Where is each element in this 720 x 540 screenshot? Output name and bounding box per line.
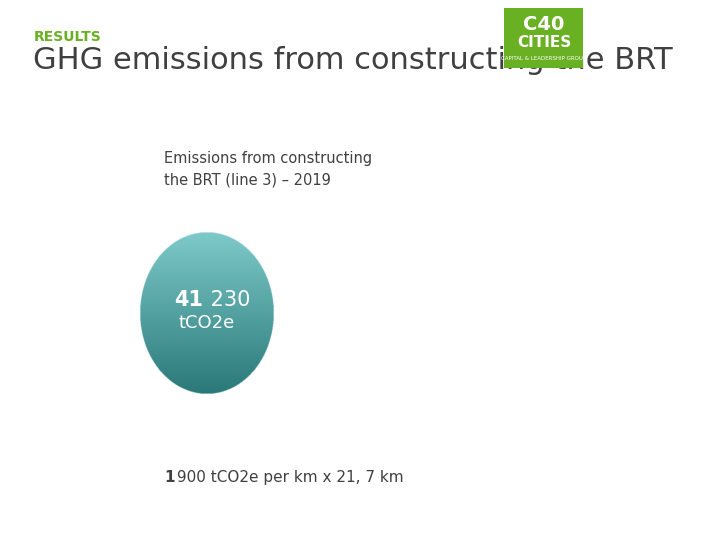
Text: 41: 41: [174, 289, 204, 310]
Text: 900 tCO2e per km x 21, 7 km: 900 tCO2e per km x 21, 7 km: [172, 470, 404, 485]
Text: C40: C40: [523, 15, 564, 34]
Text: 230: 230: [204, 289, 250, 310]
Text: CAPITAL & LEADERSHIP GROUP: CAPITAL & LEADERSHIP GROUP: [501, 56, 587, 61]
Text: RESULTS: RESULTS: [33, 30, 102, 44]
Text: GHG emissions from constructing the BRT: GHG emissions from constructing the BRT: [33, 46, 673, 75]
Text: Emissions from constructing
the BRT (line 3) – 2019: Emissions from constructing the BRT (lin…: [164, 151, 372, 187]
Text: tCO2e: tCO2e: [179, 314, 235, 332]
Text: CITIES: CITIES: [517, 35, 571, 50]
FancyBboxPatch shape: [505, 8, 583, 68]
Text: 1: 1: [164, 470, 174, 485]
